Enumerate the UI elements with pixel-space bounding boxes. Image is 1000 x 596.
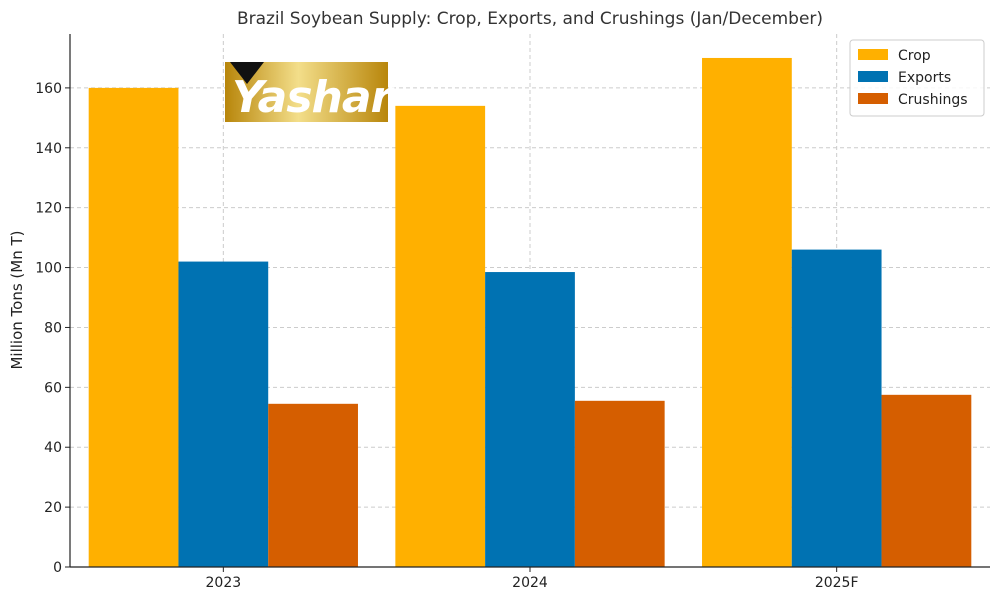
chart-title: Brazil Soybean Supply: Crop, Exports, an… bbox=[237, 9, 823, 29]
y-tick-label: 140 bbox=[35, 141, 62, 157]
legend-label-crushings: Crushings bbox=[898, 92, 968, 108]
bar-crop-2024 bbox=[395, 105, 486, 567]
logo-flare-icon bbox=[258, 54, 286, 62]
bar-crop-2025f bbox=[702, 57, 792, 568]
bar-crushings-2023 bbox=[268, 403, 358, 567]
bar-crushings-2024 bbox=[574, 400, 665, 567]
legend-label-crop: Crop bbox=[898, 48, 931, 64]
logo-mark-icon bbox=[230, 62, 264, 84]
y-tick-label: 160 bbox=[35, 81, 62, 97]
yashar-logo: Yashar bbox=[225, 54, 396, 123]
y-tick-label: 20 bbox=[44, 500, 62, 516]
y-tick-label: 80 bbox=[44, 320, 62, 336]
bar-exports-2023 bbox=[178, 261, 269, 567]
y-tick-label: 40 bbox=[44, 440, 62, 456]
x-tick-label: 2023 bbox=[206, 575, 242, 591]
bar-crop-2023 bbox=[88, 87, 179, 568]
logo-text: Yashar bbox=[232, 72, 395, 123]
axes: 0 20 40 60 80 100 120 140 160 2023 2024 2025F bbox=[35, 34, 990, 591]
legend-label-exports: Exports bbox=[898, 70, 951, 86]
y-tick-label: 120 bbox=[35, 201, 62, 217]
y-tick-label: 0 bbox=[53, 560, 62, 576]
legend-swatch-crushings bbox=[858, 93, 888, 104]
legend-swatch-crop bbox=[858, 49, 888, 60]
bar-crushings-2025f bbox=[881, 394, 972, 567]
legend-swatch-exports bbox=[858, 71, 888, 82]
y-axis-label: Million Tons (Mn T) bbox=[8, 230, 26, 369]
x-tick-label: 2024 bbox=[512, 575, 548, 591]
bar-exports-2025f bbox=[791, 249, 882, 567]
y-tick-label: 100 bbox=[35, 261, 62, 277]
legend: Crop Exports Crushings bbox=[849, 39, 985, 117]
bars bbox=[88, 57, 972, 568]
x-tick-label: 2025F bbox=[815, 575, 859, 591]
y-tick-label: 60 bbox=[44, 380, 62, 396]
bar-exports-2024 bbox=[485, 272, 575, 567]
